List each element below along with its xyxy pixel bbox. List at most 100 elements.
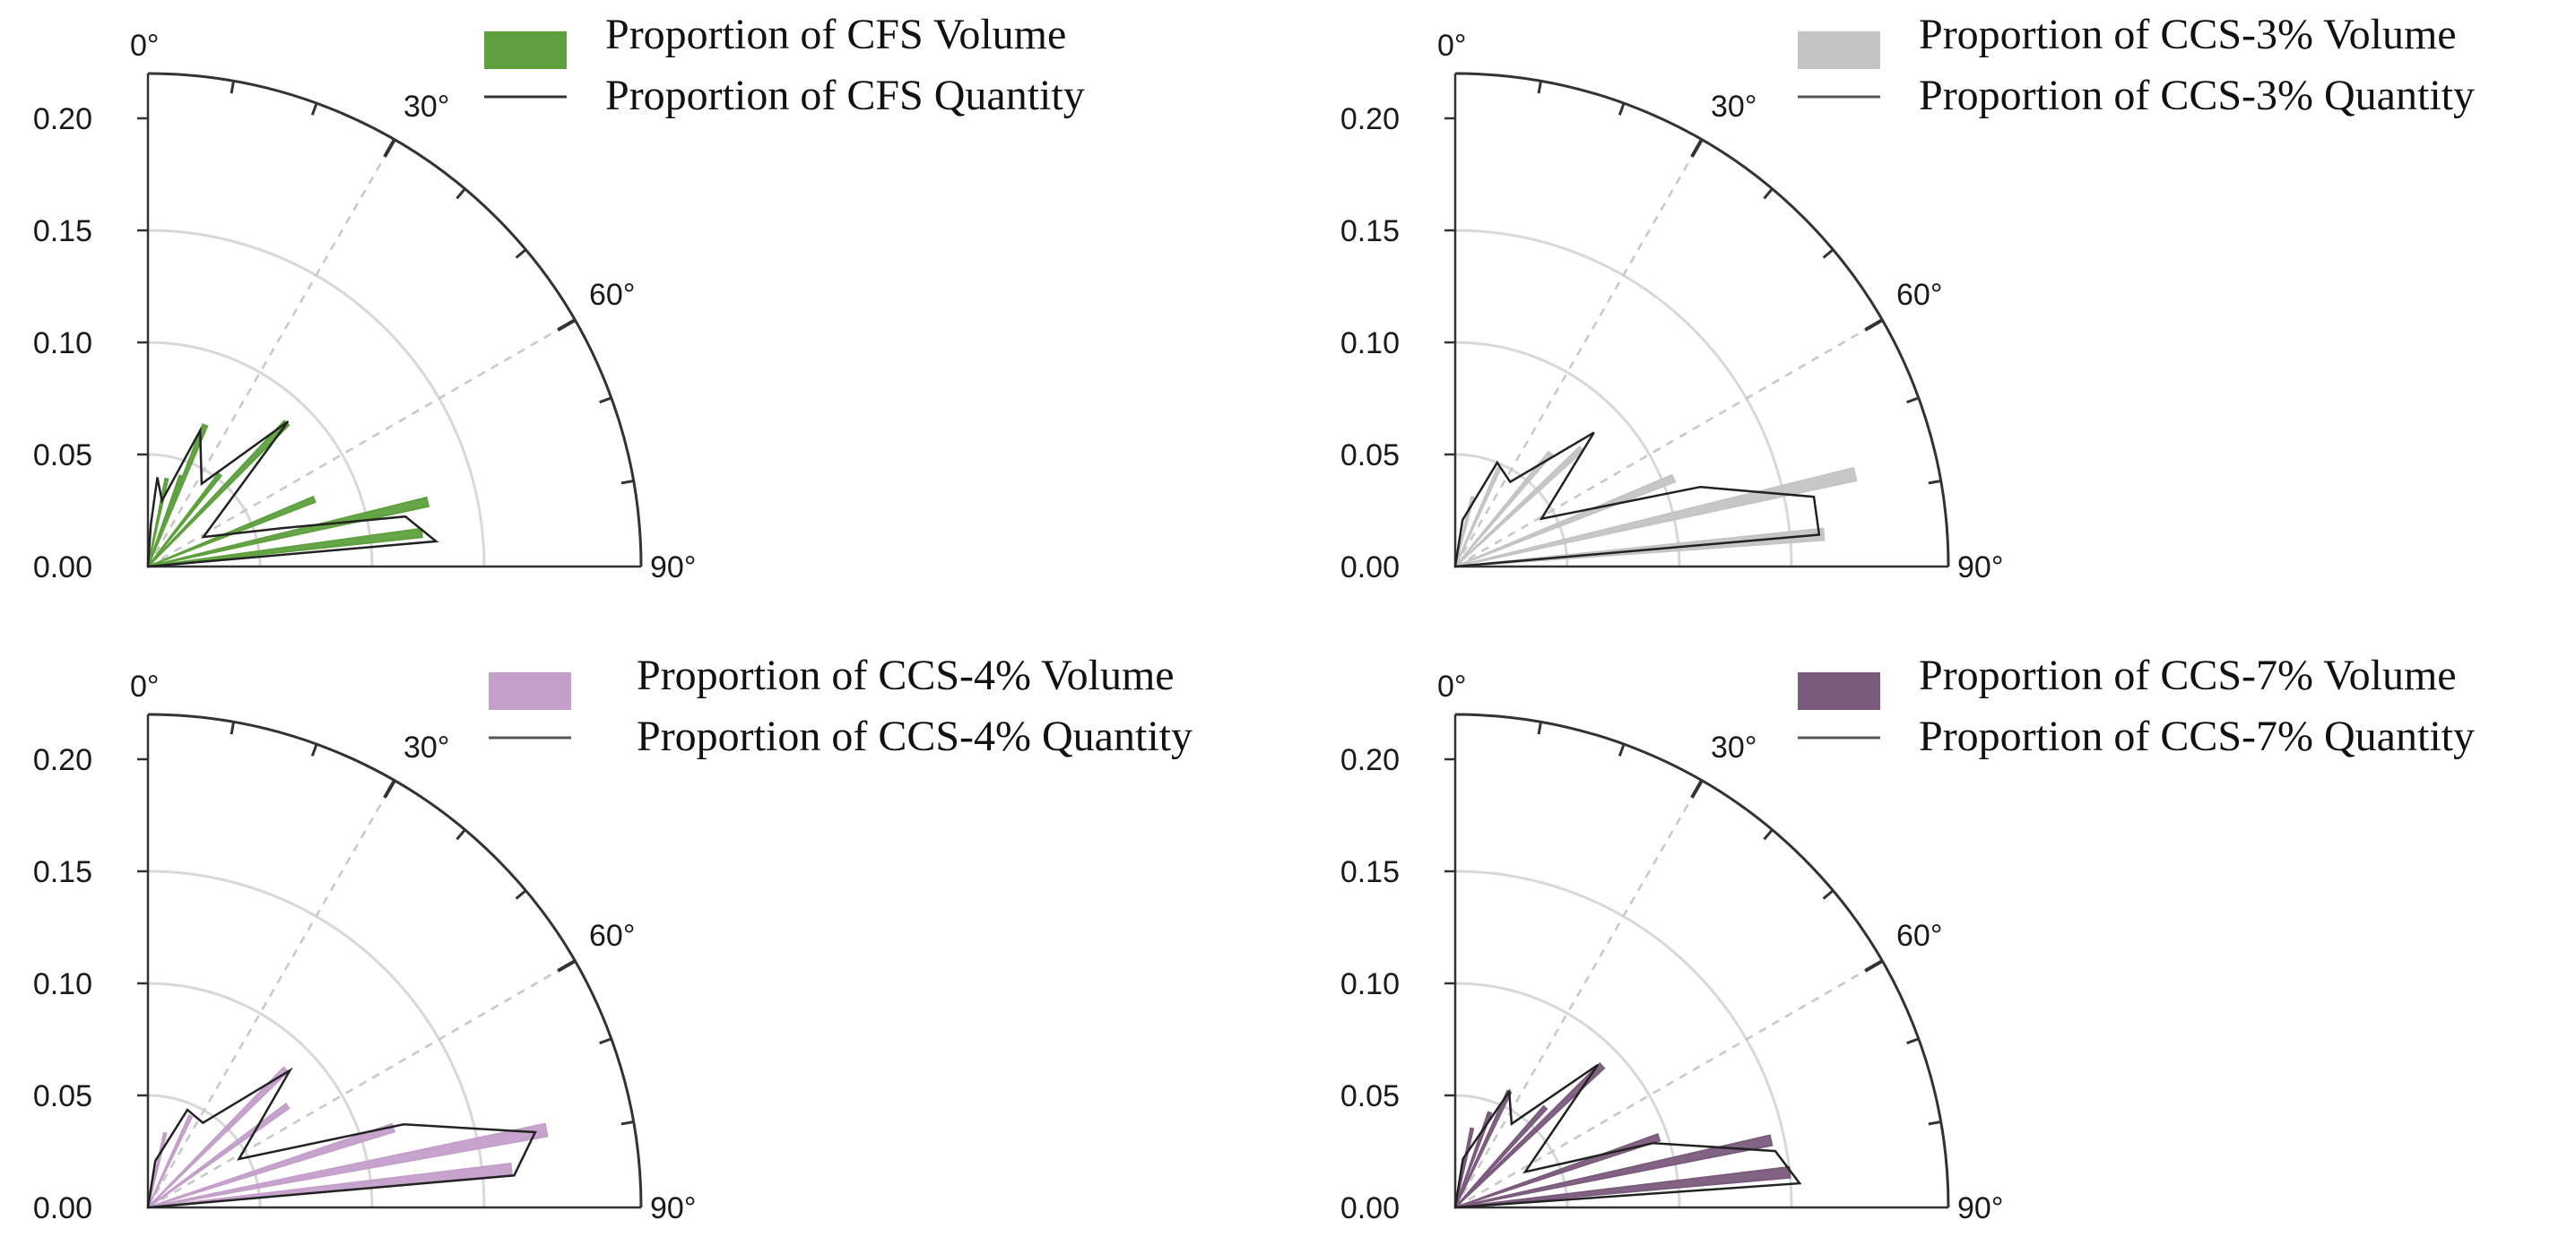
volume-bar-0 <box>1454 1127 1475 1208</box>
quantity-polygon <box>146 1067 537 1209</box>
legend-ccs3: Proportion of CCS-3% Volume Proportion o… <box>1798 11 2475 119</box>
arc-tick-80 <box>1928 1121 1941 1126</box>
radial-tick-4: 0.20 <box>1340 102 1400 136</box>
volume-bar-4 <box>1454 473 1677 567</box>
radial-tick-2: 0.10 <box>1340 326 1400 360</box>
arc-tick-20 <box>310 102 318 116</box>
arc-tick-30 <box>383 138 396 158</box>
legend-volume-swatch <box>484 31 567 69</box>
radial-tick-1: 0.05 <box>33 1079 92 1113</box>
volume-bar-4 <box>1454 1061 1606 1208</box>
arc-tick-10 <box>1537 81 1542 94</box>
gridline-2 <box>147 229 486 567</box>
radial-tick-labels: 0.00 0.05 0.10 0.15 0.20 <box>1340 743 1400 1225</box>
volume-bar-7 <box>1454 1165 1791 1208</box>
volume-bar-1 <box>1454 1111 1493 1208</box>
radial-tick-4: 0.20 <box>33 743 92 777</box>
volume-bar-7 <box>147 527 423 567</box>
legend-volume-swatch <box>489 672 571 710</box>
legend-cfs: Proportion of CFS Volume Proportion of C… <box>484 11 1085 119</box>
angle-spokes <box>1453 139 1883 568</box>
outer-arc <box>1454 72 1950 567</box>
arc-tick-50 <box>1822 889 1834 900</box>
gridline-2 <box>1454 870 1793 1208</box>
angle-tick-90: 90° <box>1957 1191 2003 1225</box>
angle-tick-90: 90° <box>650 1191 696 1225</box>
outer-arc <box>147 713 643 1208</box>
legend-volume-label: Proportion of CCS-4% Volume <box>637 652 1175 699</box>
legend-volume-label: Proportion of CCS-3% Volume <box>1919 11 2457 58</box>
radial-tick-1: 0.05 <box>1340 438 1400 472</box>
arc-tick-80 <box>620 1121 634 1126</box>
spoke-30 <box>146 139 396 567</box>
angle-spokes <box>1453 780 1883 1209</box>
volume-bar-3 <box>147 1102 291 1208</box>
volume-bar-3 <box>147 472 223 567</box>
radial-gridlines <box>1454 229 1793 567</box>
gridline-1 <box>1454 341 1681 567</box>
gridline-1 <box>147 982 374 1208</box>
arc-tick-70 <box>599 1037 612 1045</box>
radial-tick-2: 0.10 <box>1340 967 1400 1001</box>
panel-ccs7: 0.00 0.05 0.10 0.15 0.20 0° 30° 60° 90° <box>1340 670 2004 1225</box>
angle-tick-labels: 0° 30° 60° 90° <box>1437 29 2003 584</box>
arc-tick-10 <box>230 722 235 735</box>
volume-bar-3 <box>1454 446 1585 567</box>
radial-tick-4: 0.20 <box>33 102 92 136</box>
volume-bar-2 <box>147 1066 290 1208</box>
arc-tick-80 <box>1928 480 1941 485</box>
spoke-60 <box>147 959 576 1209</box>
angle-tick-labels: 0° 30° 60° 90° <box>130 29 696 584</box>
arc-tick-30 <box>1690 779 1704 799</box>
radial-tick-1: 0.05 <box>33 438 92 472</box>
legend-ccs7: Proportion of CCS-7% Volume Proportion o… <box>1798 652 2475 760</box>
legend-volume-label: Proportion of CCS-7% Volume <box>1919 652 2457 699</box>
arc-tick-70 <box>1906 1037 1920 1045</box>
arc-tick-40 <box>1763 828 1774 841</box>
angle-tick-labels: 0° 30° 60° 90° <box>130 670 696 1225</box>
arc-tick-10 <box>230 81 235 94</box>
volume-bar-1 <box>147 1113 194 1208</box>
angle-spokes <box>146 139 576 568</box>
spoke-30 <box>146 780 396 1208</box>
angle-tick-0: 0° <box>130 670 160 704</box>
radial-tick-4: 0.20 <box>1340 743 1400 777</box>
angle-tick-90: 90° <box>650 550 696 584</box>
legend-volume-swatch <box>1798 31 1880 69</box>
radial-tick-0: 0.00 <box>1340 1191 1400 1225</box>
legend-quantity-label: Proportion of CFS Quantity <box>605 72 1085 119</box>
volume-bars <box>1454 1061 1791 1208</box>
volume-bar-2 <box>147 423 209 567</box>
angle-tick-labels: 0° 30° 60° 90° <box>1437 670 2003 1225</box>
volume-bars <box>147 420 430 567</box>
arc-tick-50 <box>1822 248 1834 259</box>
spoke-30 <box>1453 139 1704 567</box>
arc-tick-80 <box>620 480 634 485</box>
radial-tick-labels: 0.00 0.05 0.10 0.15 0.20 <box>33 102 92 584</box>
angle-tick-30: 30° <box>403 90 449 124</box>
angle-tick-0: 0° <box>1437 29 1467 63</box>
arc-tick-60 <box>557 959 577 973</box>
angle-tick-60: 60° <box>1896 278 1942 312</box>
radial-tick-labels: 0.00 0.05 0.10 0.15 0.20 <box>33 743 92 1225</box>
angle-tick-60: 60° <box>589 278 635 312</box>
polar-frame <box>1444 72 1950 568</box>
panel-ccs3: 0.00 0.05 0.10 0.15 0.20 0° 30° 60° 90° <box>1340 29 2004 584</box>
radial-tick-0: 0.00 <box>33 1191 92 1225</box>
volume-bar-3 <box>1454 1104 1548 1208</box>
volume-bar-1 <box>1454 466 1502 567</box>
spoke-60 <box>147 318 576 568</box>
arc-tick-50 <box>515 889 527 900</box>
arc-tick-30 <box>1690 138 1704 158</box>
quantity-polygon <box>146 420 439 568</box>
angle-spokes <box>146 780 576 1209</box>
polar-frame <box>1444 713 1950 1209</box>
polar-frame <box>137 72 643 568</box>
arc-tick-40 <box>455 187 466 200</box>
quantity-outline <box>146 1067 537 1209</box>
arc-tick-70 <box>1906 396 1920 404</box>
gridline-2 <box>1454 229 1793 567</box>
arc-tick-60 <box>1864 959 1884 973</box>
angle-tick-60: 60° <box>1896 919 1942 953</box>
arc-tick-20 <box>310 743 318 757</box>
